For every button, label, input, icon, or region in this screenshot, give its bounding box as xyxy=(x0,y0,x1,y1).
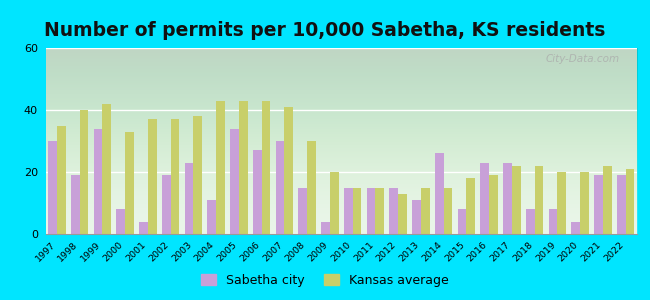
Bar xyxy=(79,110,88,234)
Bar xyxy=(162,175,170,234)
Bar xyxy=(443,188,452,234)
Bar xyxy=(534,166,543,234)
Text: City-Data.com: City-Data.com xyxy=(545,54,619,64)
Bar xyxy=(580,172,589,234)
Bar xyxy=(526,209,534,234)
Bar xyxy=(389,188,398,234)
Bar xyxy=(480,163,489,234)
Bar xyxy=(367,188,376,234)
Bar xyxy=(330,172,339,234)
Bar xyxy=(376,188,384,234)
Bar xyxy=(239,101,248,234)
Bar xyxy=(352,188,361,234)
Bar xyxy=(549,209,558,234)
Bar xyxy=(307,141,316,234)
Bar xyxy=(512,166,521,234)
Bar xyxy=(458,209,466,234)
Bar xyxy=(71,175,79,234)
Bar xyxy=(594,175,603,234)
Bar xyxy=(603,166,612,234)
Bar xyxy=(298,188,307,234)
Bar xyxy=(321,222,330,234)
Bar xyxy=(116,209,125,234)
Bar xyxy=(57,125,66,234)
Bar xyxy=(398,194,407,234)
Bar xyxy=(48,141,57,234)
Text: Number of permits per 10,000 Sabetha, KS residents: Number of permits per 10,000 Sabetha, KS… xyxy=(44,21,606,40)
Bar xyxy=(412,200,421,234)
Bar xyxy=(503,163,512,234)
Bar xyxy=(285,107,293,234)
Bar xyxy=(139,222,148,234)
Bar xyxy=(230,129,239,234)
Legend: Sabetha city, Kansas average: Sabetha city, Kansas average xyxy=(198,270,452,291)
Bar xyxy=(148,119,157,234)
Bar xyxy=(276,141,285,234)
Bar xyxy=(253,150,262,234)
Bar xyxy=(421,188,430,234)
Bar xyxy=(170,119,179,234)
Bar xyxy=(571,222,580,234)
Bar xyxy=(467,178,475,234)
Bar xyxy=(558,172,566,234)
Bar xyxy=(125,132,134,234)
Bar xyxy=(207,200,216,234)
Bar xyxy=(103,104,111,234)
Bar xyxy=(625,169,634,234)
Bar xyxy=(94,129,103,234)
Bar xyxy=(489,175,498,234)
Bar xyxy=(435,153,443,234)
Bar xyxy=(344,188,353,234)
Bar xyxy=(185,163,194,234)
Bar xyxy=(617,175,625,234)
Bar xyxy=(261,101,270,234)
Bar xyxy=(194,116,202,234)
Bar xyxy=(216,101,225,234)
